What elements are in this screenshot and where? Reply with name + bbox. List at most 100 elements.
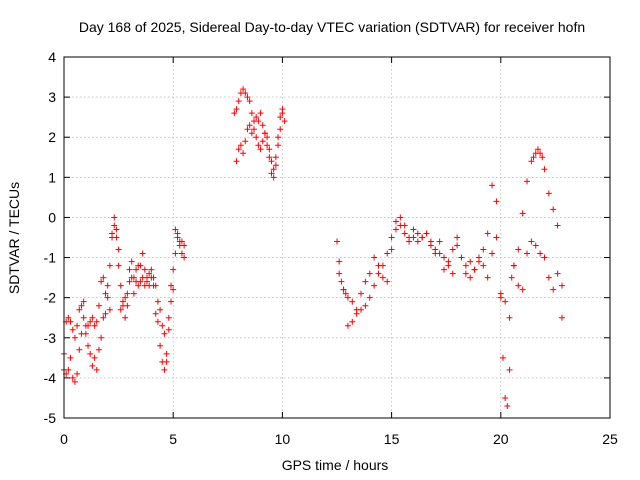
data-point (441, 254, 448, 261)
y-tick-label: 1 (48, 169, 56, 185)
data-point (497, 290, 504, 297)
data-point (277, 114, 284, 121)
data-point (467, 258, 474, 265)
data-point (270, 166, 277, 173)
data-point (266, 146, 273, 153)
data-point (98, 334, 105, 341)
data-point (93, 318, 100, 325)
data-point (410, 226, 417, 233)
data-point (545, 274, 552, 281)
data-point (334, 238, 340, 245)
data-point (279, 110, 286, 117)
data-point (244, 94, 251, 101)
y-axis-label: SDTVAR / TECUs (6, 182, 22, 294)
data-point (275, 134, 282, 141)
data-point (401, 222, 408, 229)
data-point (255, 142, 262, 149)
y-tick-label: -5 (44, 410, 57, 426)
data-point (441, 266, 448, 273)
data-point (119, 298, 126, 305)
data-point (115, 262, 122, 269)
data-point (71, 378, 78, 385)
data-series (334, 222, 565, 409)
data-point (554, 222, 561, 229)
data-point (471, 266, 478, 273)
data-point (375, 270, 382, 277)
y-tick-label: 3 (48, 89, 56, 105)
data-point (515, 282, 522, 289)
data-point (414, 230, 421, 237)
data-point (135, 282, 142, 289)
data-point (65, 314, 72, 321)
data-point (510, 262, 517, 269)
data-point (406, 234, 413, 241)
chart-title: Day 168 of 2025, Sidereal Day-to-day VTE… (79, 19, 585, 35)
data-point (104, 294, 111, 301)
y-tick-label: -4 (44, 370, 57, 386)
data-point (541, 254, 548, 261)
data-point (475, 258, 482, 265)
data-point (126, 266, 133, 273)
data-point (384, 278, 391, 285)
data-point (264, 142, 271, 149)
data-point (174, 230, 181, 237)
data-point (272, 154, 279, 161)
y-tick-label: 2 (48, 129, 56, 145)
data-series (231, 86, 288, 173)
x-tick-label: 10 (275, 431, 291, 447)
data-point (137, 262, 144, 269)
data-point (445, 262, 452, 269)
data-point (163, 358, 170, 365)
data-point (550, 286, 557, 293)
data-point (253, 134, 260, 141)
data-point (449, 270, 456, 277)
data-point (248, 130, 255, 137)
data-point (259, 122, 266, 129)
data-point (338, 278, 345, 285)
data-point (100, 274, 107, 281)
data-point (537, 150, 544, 157)
data-point (353, 306, 360, 313)
data-point (362, 278, 369, 285)
data-point (255, 118, 262, 125)
data-point (484, 230, 491, 237)
data-point (349, 318, 356, 325)
data-point (80, 314, 87, 321)
data-point (98, 278, 105, 285)
data-point (89, 314, 96, 321)
data-point (506, 314, 513, 321)
data-point (358, 290, 365, 297)
data-point (231, 110, 238, 117)
data-point (67, 318, 74, 325)
data-series (61, 222, 188, 385)
data-point (502, 298, 509, 305)
data-point (541, 166, 548, 173)
data-point (384, 250, 391, 257)
data-point (130, 274, 137, 281)
data-point (233, 106, 240, 113)
data-point (392, 218, 399, 225)
data-point (504, 402, 511, 409)
data-point (532, 242, 539, 249)
data-point (235, 146, 242, 153)
data-point (423, 230, 430, 237)
x-tick-label: 25 (602, 431, 618, 447)
data-point (69, 326, 76, 333)
data-point (172, 250, 179, 257)
data-point (168, 298, 175, 305)
data-point (499, 354, 506, 361)
data-point (161, 330, 168, 337)
data-point (170, 286, 177, 293)
data-point (336, 258, 343, 265)
data-point (115, 246, 122, 253)
data-point (67, 354, 74, 361)
data-point (272, 162, 279, 169)
data-point (558, 282, 565, 289)
data-point (106, 262, 113, 269)
data-series (336, 146, 565, 329)
data-point (467, 274, 474, 281)
data-point (366, 270, 373, 277)
data-point (137, 278, 144, 285)
data-point (502, 394, 509, 401)
